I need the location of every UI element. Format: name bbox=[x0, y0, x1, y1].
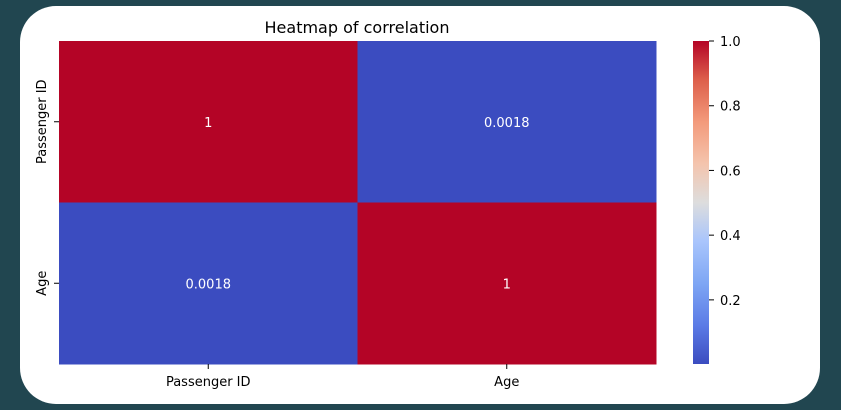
colorbar-tick-label-1: 0.4 bbox=[720, 229, 741, 244]
y-tick-label-1: Age bbox=[35, 271, 50, 296]
y-axis: Passenger ID Age bbox=[35, 79, 59, 296]
heatmap-annotations: 1 0.0018 0.0018 1 bbox=[186, 116, 530, 293]
colorbar-tick-label-3: 0.8 bbox=[720, 100, 741, 115]
cell-annotation-r0-c1: 0.0018 bbox=[484, 116, 530, 131]
colorbar: 0.2 0.4 0.6 0.8 1.0 bbox=[693, 35, 741, 364]
colorbar-ticks: 0.2 0.4 0.6 0.8 1.0 bbox=[709, 35, 741, 309]
cell-annotation-r1-c0: 0.0018 bbox=[186, 277, 232, 292]
colorbar-tick-label-0: 0.2 bbox=[720, 294, 741, 309]
heatmap-cell-r0-c1 bbox=[357, 41, 657, 203]
heatmap-cell-r0-c0 bbox=[59, 41, 358, 203]
x-tick-label-0: Passenger ID bbox=[166, 375, 251, 390]
x-axis: Passenger ID Age bbox=[166, 364, 519, 390]
y-tick-label-0: Passenger ID bbox=[35, 79, 50, 164]
heatmap-cells bbox=[59, 41, 657, 365]
x-tick-label-1: Age bbox=[494, 375, 519, 390]
cell-annotation-r1-c1: 1 bbox=[503, 277, 511, 292]
colorbar-gradient bbox=[693, 41, 709, 364]
cell-annotation-r0-c0: 1 bbox=[204, 116, 212, 131]
colorbar-tick-label-2: 0.6 bbox=[720, 164, 741, 179]
heatmap-chart: Heatmap of correlation 1 0.0018 0.0018 1 Pa… bbox=[35, 18, 741, 390]
chart-card: Heatmap of correlation 1 0.0018 0.0018 1 Pa… bbox=[20, 6, 820, 404]
heatmap-cell-r1-c1 bbox=[357, 202, 657, 365]
colorbar-tick-label-4: 1.0 bbox=[720, 35, 741, 50]
chart-title: Heatmap of correlation bbox=[265, 18, 450, 37]
heatmap-cell-r1-c0 bbox=[59, 202, 358, 365]
